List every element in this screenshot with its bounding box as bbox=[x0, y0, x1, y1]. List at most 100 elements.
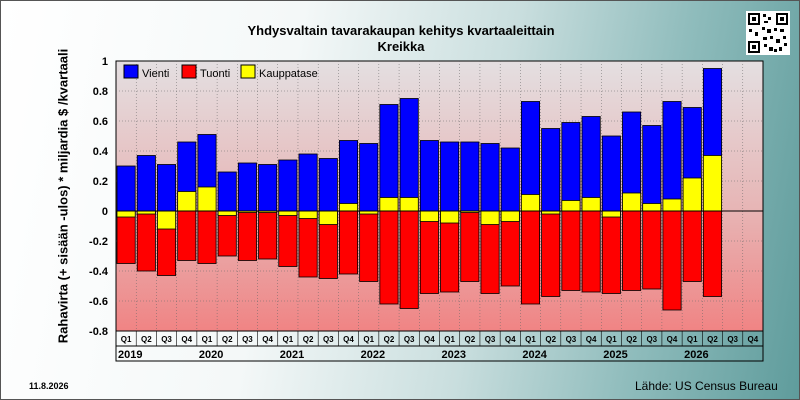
bar-vienti bbox=[642, 125, 662, 212]
bar-vienti bbox=[258, 164, 278, 212]
legend: Vienti Tuonti Kauppatase bbox=[123, 64, 318, 80]
year-label: 2022 bbox=[361, 349, 385, 361]
bar-tuonti bbox=[541, 210, 561, 297]
source-label: Lähde: US Census Bureau bbox=[635, 379, 778, 393]
x-tick-label: Q2 bbox=[303, 335, 314, 344]
year-label: 2026 bbox=[684, 349, 708, 361]
x-tick-label: Q2 bbox=[545, 335, 556, 344]
bar-vienti bbox=[359, 143, 379, 212]
x-tick-label: Q1 bbox=[121, 335, 132, 344]
x-tick-label: Q3 bbox=[646, 335, 657, 344]
bar-tuonti bbox=[339, 210, 359, 275]
bar-tuonti bbox=[702, 210, 722, 297]
y-tick-label: 0.8 bbox=[93, 86, 108, 98]
bar-tuonti bbox=[682, 210, 702, 282]
bar-kauppatase bbox=[157, 210, 177, 230]
bar-tuonti bbox=[258, 210, 278, 260]
bar-tuonti bbox=[278, 210, 298, 267]
x-tick-label: Q4 bbox=[505, 335, 516, 344]
bar-tuonti bbox=[500, 210, 520, 287]
x-tick-label: Q3 bbox=[404, 335, 415, 344]
bar-vienti bbox=[157, 164, 177, 212]
bar-vienti bbox=[480, 143, 500, 212]
x-tick-label: Q1 bbox=[283, 335, 294, 344]
bar-kauppatase bbox=[642, 203, 662, 212]
bar-vienti bbox=[440, 141, 460, 212]
bar-tuonti bbox=[399, 210, 419, 309]
bar-kauppatase bbox=[177, 191, 197, 212]
x-tick-label: Q3 bbox=[566, 335, 577, 344]
bar-vienti bbox=[237, 162, 257, 212]
x-tick-label: Q3 bbox=[242, 335, 253, 344]
bar-kauppatase bbox=[339, 203, 359, 212]
x-tick-label: Q1 bbox=[202, 335, 213, 344]
x-tick-label: Q2 bbox=[141, 335, 152, 344]
bar-kauppatase bbox=[217, 210, 237, 216]
bar-tuonti bbox=[561, 210, 581, 291]
bar-vienti bbox=[541, 128, 561, 212]
bar-tuonti bbox=[601, 210, 621, 294]
x-tick-label: Q4 bbox=[262, 335, 273, 344]
legend-swatch bbox=[240, 64, 256, 79]
bar-kauppatase bbox=[197, 186, 217, 212]
bar-vienti bbox=[379, 104, 399, 212]
bar-vienti bbox=[278, 159, 298, 212]
bar-kauppatase bbox=[480, 210, 500, 225]
bar-vienti bbox=[460, 141, 480, 212]
x-tick-label: Q1 bbox=[363, 335, 374, 344]
bar-tuonti bbox=[419, 210, 439, 294]
bar-kauppatase bbox=[601, 210, 621, 218]
bar-vienti bbox=[339, 140, 359, 212]
bar-kauppatase bbox=[520, 194, 540, 212]
x-tick-label: Q2 bbox=[464, 335, 475, 344]
bar-tuonti bbox=[359, 210, 379, 282]
legend-label: Vienti bbox=[142, 68, 169, 80]
bar-vienti bbox=[601, 135, 621, 212]
legend-swatch bbox=[181, 64, 197, 79]
bar-tuonti bbox=[237, 210, 257, 261]
bar-tuonti bbox=[298, 210, 318, 278]
year-label: 2024 bbox=[522, 349, 547, 361]
bar-kauppatase bbox=[298, 210, 318, 219]
bar-tuonti bbox=[581, 210, 601, 293]
x-tick-label: Q4 bbox=[424, 335, 435, 344]
bar-kauppatase bbox=[702, 155, 722, 212]
bar-tuonti bbox=[177, 210, 197, 261]
y-tick-label: -0.2 bbox=[89, 236, 108, 248]
bar-vienti bbox=[662, 101, 682, 212]
chart-title: Yhdysvaltain tavarakaupan kehitys kvarta… bbox=[247, 23, 555, 38]
bar-tuonti bbox=[460, 210, 480, 282]
bar-kauppatase bbox=[399, 197, 419, 212]
x-tick-label: Q2 bbox=[222, 335, 233, 344]
year-label: 2021 bbox=[280, 349, 304, 361]
bar-tuonti bbox=[642, 210, 662, 290]
x-tick-label: Q1 bbox=[687, 335, 698, 344]
bar-tuonti bbox=[217, 210, 237, 257]
bar-kauppatase bbox=[561, 200, 581, 212]
x-tick-label: Q4 bbox=[181, 335, 192, 344]
x-tick-label: Q4 bbox=[343, 335, 354, 344]
x-tick-label: Q4 bbox=[748, 335, 759, 344]
bar-vienti bbox=[561, 122, 581, 212]
y-tick-label: 0.6 bbox=[93, 116, 108, 128]
bar-kauppatase bbox=[622, 192, 642, 212]
chart-subtitle: Kreikka bbox=[377, 39, 425, 54]
bar-kauppatase bbox=[500, 210, 520, 222]
y-tick-label: -0.8 bbox=[89, 326, 108, 338]
year-label: 2023 bbox=[442, 349, 466, 361]
x-tick-label: Q2 bbox=[707, 335, 718, 344]
date-label: 11.8.2026 bbox=[29, 381, 69, 391]
bar-kauppatase bbox=[440, 210, 460, 224]
bar-tuonti bbox=[662, 210, 682, 311]
y-tick-label: 0.2 bbox=[93, 176, 108, 188]
bar-kauppatase bbox=[419, 210, 439, 222]
qr-code-icon[interactable] bbox=[746, 11, 790, 55]
bar-kauppatase bbox=[318, 210, 338, 225]
bar-kauppatase bbox=[379, 197, 399, 212]
legend-label: Kauppatase bbox=[259, 68, 318, 80]
bar-vienti bbox=[136, 155, 156, 212]
bar-kauppatase bbox=[682, 177, 702, 212]
bar-vienti bbox=[318, 158, 338, 212]
x-tick-label: Q3 bbox=[485, 335, 496, 344]
